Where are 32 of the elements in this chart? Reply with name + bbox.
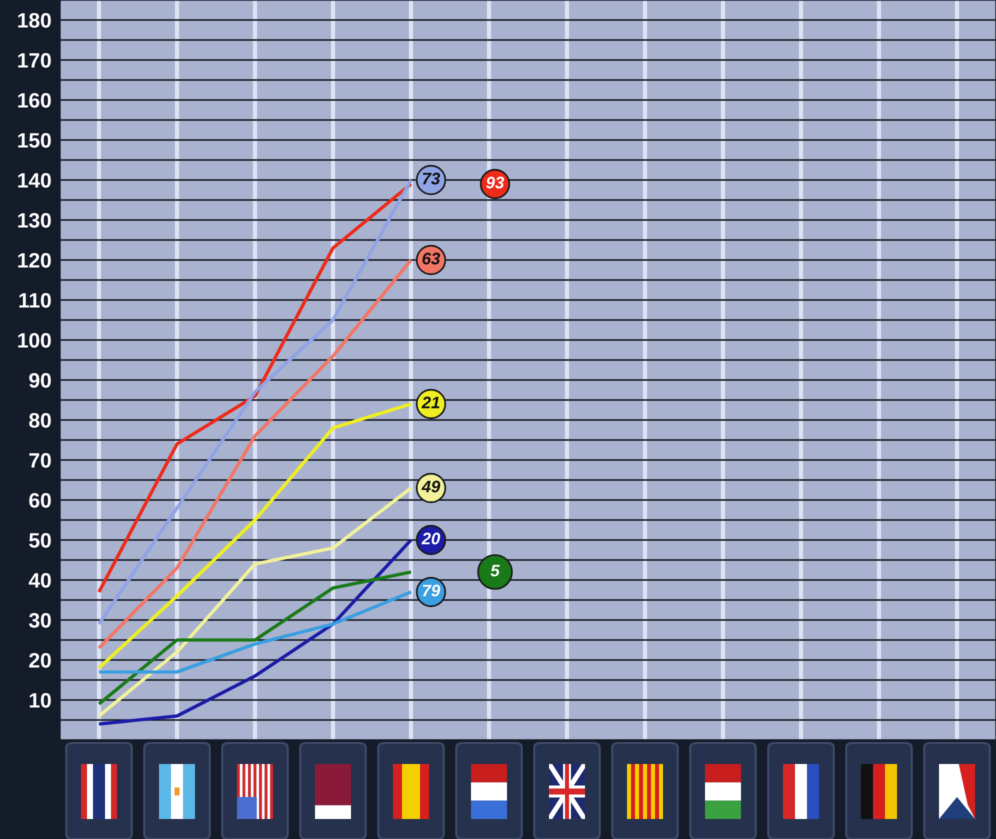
y-tick-label: 160 [18,93,51,108]
y-tick-label: 30 [28,613,51,628]
text: 5 [490,564,500,576]
y-tick-label: 90 [29,373,51,388]
line-series [97,402,413,670]
y-tick-label: 120 [18,253,51,268]
series-label: 73 [422,172,440,184]
y-tick-label: 110 [19,293,51,308]
y-tick-label: 70 [29,453,51,468]
line-series [97,590,413,674]
series-label: 21 [421,396,440,408]
y-tick-label: 60 [29,493,51,508]
series-label: 63 [422,252,440,264]
y-tick-label: 150 [18,133,51,148]
y-tick-label: 20 [29,653,51,668]
text: 93 [486,176,504,188]
line-series [97,486,413,718]
line-series [97,570,413,706]
y-tick-label: 10 [30,693,51,708]
y-tick-label: 180 [18,13,51,28]
series-label: 79 [422,584,440,596]
y-tick-label: 80 [29,413,51,428]
series-label: 20 [421,532,440,544]
y-tick-label: 50 [29,533,51,548]
line-series [97,258,413,650]
y-tick-label: 100 [18,333,51,348]
y-tick-label: 40 [28,573,51,588]
y-tick-label: 170 [18,53,51,68]
y-tick-label: 140 [18,173,51,188]
series-label: 49 [421,480,440,492]
line-series [97,538,413,726]
y-tick-label: 130 [18,213,51,228]
